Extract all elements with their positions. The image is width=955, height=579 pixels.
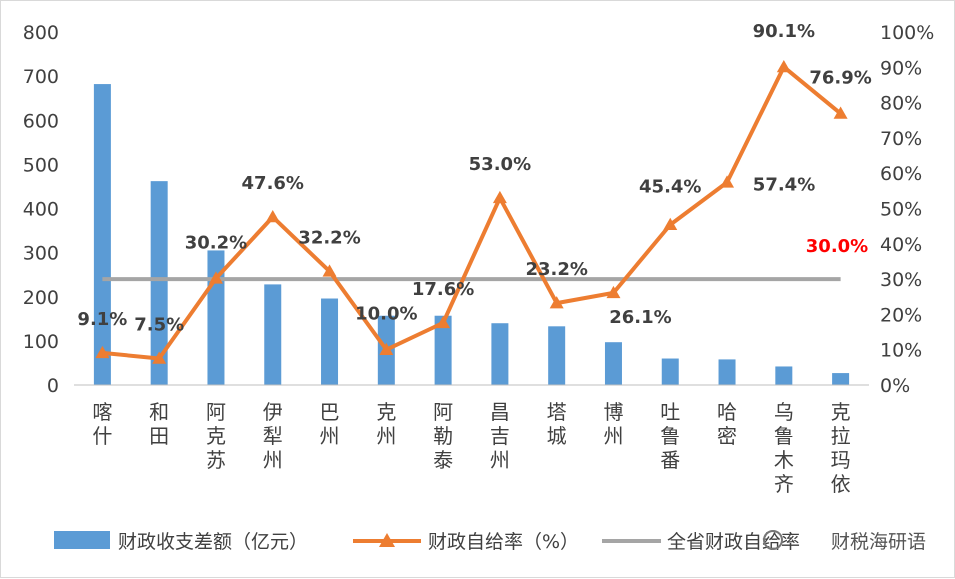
bar-series [93, 84, 850, 385]
bar [604, 342, 622, 385]
category-label: 伊犁州 [263, 400, 283, 472]
line-data-label: 17.6% [412, 279, 474, 300]
left-tick-label: 600 [23, 110, 59, 132]
line-data-label: 30.2% [185, 232, 247, 253]
bar [434, 315, 452, 385]
line-marker [549, 296, 564, 309]
right-tick-label: 80% [880, 93, 922, 115]
category-label: 哈密 [717, 400, 737, 448]
bar [150, 181, 168, 385]
line-marker [776, 59, 791, 73]
category-label: 昌吉州 [490, 400, 510, 472]
legend-marker-line [379, 533, 395, 547]
line-marker [833, 106, 848, 119]
right-tick-label: 100% [880, 22, 934, 44]
left-tick-label: 200 [23, 287, 59, 309]
category-label: 吐鲁番 [660, 400, 680, 472]
right-tick-label: 60% [880, 163, 922, 185]
category-label: 和田 [149, 400, 169, 448]
left-tick-label: 0 [47, 375, 59, 397]
line-path [102, 64, 842, 361]
bar [775, 366, 793, 385]
line-data-label: 90.1% [753, 21, 815, 42]
category-label: 喀什 [92, 400, 112, 448]
left-axis: 0 100 200 300 400 500 600 700 800 [23, 22, 59, 397]
right-tick-label: 20% [880, 304, 922, 326]
legend-label-line: 财政自给率（%） [428, 531, 579, 553]
bar [321, 298, 339, 385]
left-tick-label: 100 [23, 331, 59, 353]
category-label: 克州 [376, 400, 396, 448]
right-tick-label: 90% [880, 57, 922, 79]
watermark-text: 财税海研语 [831, 531, 926, 553]
right-tick-label: 10% [880, 340, 922, 362]
line-marker [152, 351, 167, 364]
legend: 财政收支差额（亿元） 财政自给率（%） 全省财政自给率 财税海研语 [54, 530, 926, 553]
right-tick-label: 30% [880, 269, 922, 291]
left-tick-label: 300 [23, 243, 59, 265]
line-marker [663, 217, 678, 230]
line-marker [436, 315, 451, 329]
left-tick-label: 500 [23, 154, 59, 176]
line-data-label: 26.1% [609, 307, 671, 328]
line-data-label: 76.9% [809, 68, 871, 89]
category-label: 阿勒泰 [433, 400, 453, 472]
category-label: 阿克苏 [206, 400, 226, 472]
category-label: 克拉玛依 [831, 400, 851, 496]
category-label: 乌鲁木齐 [774, 400, 794, 496]
legend-label-bar: 财政收支差额（亿元） [118, 531, 308, 553]
left-tick-label: 800 [23, 22, 59, 44]
left-tick-label: 700 [23, 66, 59, 88]
line-data-label: 32.2% [298, 227, 360, 248]
bar [548, 326, 566, 385]
bar [832, 373, 850, 385]
bar [718, 359, 736, 385]
right-tick-label: 40% [880, 234, 922, 256]
line-marker [208, 271, 223, 284]
right-tick-label: 0% [880, 375, 910, 397]
bar [491, 323, 509, 385]
right-tick-label: 70% [880, 128, 922, 150]
line-series: 9.1% 7.5% 30.2% 47.6% 32.2% 10.0% 17.6% 53.0% 23… [77, 21, 872, 364]
line-marker [322, 264, 337, 277]
left-tick-label: 400 [23, 199, 59, 221]
line-data-label: 7.5% [134, 315, 184, 336]
bar [264, 284, 282, 385]
line-marker [606, 285, 621, 299]
line-data-label: 9.1% [77, 309, 127, 330]
line-data-label: 10.0% [355, 304, 417, 325]
reference-line-label: 30.0% [806, 236, 868, 257]
line-data-label: 53.0% [469, 154, 531, 175]
line-marker [379, 342, 394, 355]
line-marker [720, 175, 735, 188]
category-label: 塔城 [547, 400, 567, 448]
line-data-label: 57.4% [753, 174, 815, 195]
bar [93, 84, 111, 385]
category-label: 博州 [603, 400, 623, 448]
wechat-icon [763, 530, 783, 550]
legend-swatch-bar [54, 531, 110, 549]
reference-line: 30.0% [102, 236, 868, 282]
line-marker [265, 209, 280, 223]
line-marker [492, 190, 507, 204]
line-data-label: 23.2% [525, 259, 587, 280]
bar [661, 358, 679, 385]
line-data-label: 45.4% [639, 177, 701, 198]
right-tick-label: 50% [880, 199, 922, 221]
category-label: 巴州 [320, 400, 340, 448]
right-axis: 0% 10% 20% 30% 40% 50% 60% 70% 80% 90% 100% [880, 22, 934, 397]
line-data-label: 47.6% [242, 173, 304, 194]
line-marker [95, 345, 110, 359]
